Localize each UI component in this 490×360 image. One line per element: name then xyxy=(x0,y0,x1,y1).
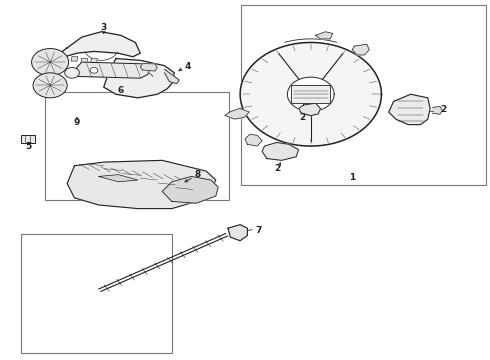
Text: 3: 3 xyxy=(100,23,107,32)
Polygon shape xyxy=(62,32,140,57)
Text: 7: 7 xyxy=(255,226,261,235)
Polygon shape xyxy=(298,103,320,116)
Polygon shape xyxy=(433,107,442,114)
Circle shape xyxy=(90,67,98,73)
Polygon shape xyxy=(288,77,334,111)
Polygon shape xyxy=(240,42,381,146)
Polygon shape xyxy=(67,160,216,208)
Text: 1: 1 xyxy=(349,173,355,182)
Polygon shape xyxy=(225,108,249,119)
Text: 9: 9 xyxy=(74,118,80,127)
Text: 2: 2 xyxy=(299,113,306,122)
Polygon shape xyxy=(91,59,98,63)
Polygon shape xyxy=(228,225,247,241)
Polygon shape xyxy=(262,143,298,160)
Polygon shape xyxy=(245,134,262,146)
Polygon shape xyxy=(316,32,333,39)
Circle shape xyxy=(33,73,67,98)
Polygon shape xyxy=(140,64,157,71)
Polygon shape xyxy=(165,69,179,84)
Bar xyxy=(241,5,486,185)
Polygon shape xyxy=(77,62,150,78)
Polygon shape xyxy=(81,59,88,63)
Polygon shape xyxy=(71,57,78,61)
Bar xyxy=(291,85,330,103)
Text: 2: 2 xyxy=(441,105,447,114)
Polygon shape xyxy=(99,175,138,182)
Text: 4: 4 xyxy=(184,62,191,71)
Polygon shape xyxy=(104,59,174,98)
Polygon shape xyxy=(389,94,430,125)
Circle shape xyxy=(65,67,79,78)
Polygon shape xyxy=(162,176,218,203)
Bar xyxy=(22,135,35,143)
Text: 5: 5 xyxy=(25,142,31,151)
Text: 6: 6 xyxy=(118,86,124,95)
Circle shape xyxy=(31,49,69,76)
Text: 2: 2 xyxy=(274,164,281,173)
Polygon shape xyxy=(352,44,369,55)
Bar xyxy=(21,234,172,353)
Text: 8: 8 xyxy=(194,171,200,180)
Bar xyxy=(45,93,229,200)
